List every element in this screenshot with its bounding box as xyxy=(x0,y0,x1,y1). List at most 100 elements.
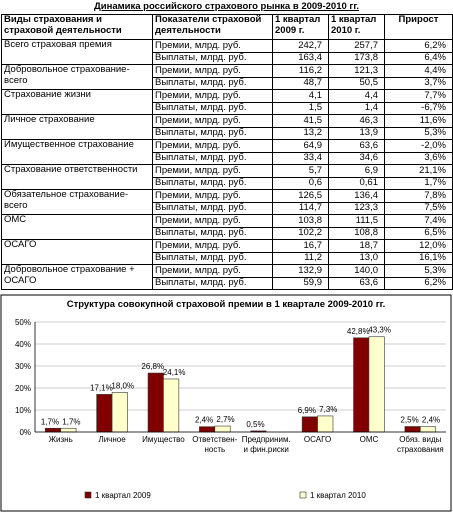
value-cell: 6,5% xyxy=(384,226,453,240)
value-label: 26,8% xyxy=(141,362,164,371)
header-cell: Показатели страховой деятельности xyxy=(152,14,273,40)
table-row: ОМС Премии, млрд. руб. 103,8 111,5 7,4% xyxy=(1,214,453,240)
category-cell: ОСАГО xyxy=(1,239,153,265)
value-cell: 34,6 xyxy=(328,151,385,165)
indicator-cell: Премии, млрд. руб. xyxy=(152,214,273,228)
value-cell: 103,8 xyxy=(272,214,329,228)
value-label: 2,4% xyxy=(195,416,213,425)
indicator-cell: Премии, млрд. руб. xyxy=(152,64,273,78)
value-cell: 7,4% xyxy=(384,214,453,228)
table-row: Выплаты, млрд. руб. 163,4 173,8 6,4% xyxy=(2,51,453,65)
table-row: Всего страховая премия Премии, млрд. руб.… xyxy=(1,39,453,65)
value-cell: 6,2% xyxy=(384,276,453,290)
table-row: Выплаты, млрд. руб. 11,2 13,0 16,1% xyxy=(2,251,453,265)
y-tick-label: 20% xyxy=(15,384,31,393)
category-cell: Добровольное страхование + ОСАГО xyxy=(1,264,153,290)
value-label: 1,7% xyxy=(62,417,80,426)
value-cell: 13,0 xyxy=(328,251,385,265)
value-label: 43,3% xyxy=(368,326,391,335)
y-tick-label: 0% xyxy=(19,428,31,437)
x-tick-label: ОСАГО xyxy=(304,435,331,444)
value-cell: 16,7 xyxy=(272,239,329,253)
indicator-cell: Премии, млрд. руб. xyxy=(152,164,273,178)
y-tick-label: 50% xyxy=(15,318,31,327)
table-row: Выплаты, млрд. руб. 1,5 1,4 -6,7% xyxy=(2,101,453,115)
indicator-cell: Выплаты, млрд. руб. xyxy=(152,226,273,240)
table-row: Выплаты, млрд. руб. 102,2 108,8 6,5% xyxy=(2,226,453,240)
header-cell: Прирост xyxy=(384,14,453,40)
value-label: 18,0% xyxy=(111,381,134,390)
value-cell: 242,7 xyxy=(272,39,329,53)
value-label: 2,7% xyxy=(216,415,234,424)
table-row: ОСАГО Премии, млрд. руб. 16,7 18,7 12,0% xyxy=(1,239,453,265)
category-cell: Имущественное страхование xyxy=(1,139,153,165)
indicator-cell: Премии, млрд. руб. xyxy=(152,264,273,278)
value-cell: 16,1% xyxy=(384,251,453,265)
bar xyxy=(44,427,61,433)
value-cell: 114,7 xyxy=(272,201,329,215)
y-tick-label: 30% xyxy=(15,362,31,371)
value-cell: 5,3% xyxy=(384,126,453,140)
x-tick-label: Личное xyxy=(98,435,126,444)
value-cell: 63,6 xyxy=(328,276,385,290)
x-tick-label: Ответствен-ность xyxy=(192,435,237,454)
bar xyxy=(96,394,113,433)
value-cell: 7,8% xyxy=(384,189,453,203)
category-cell: Личное страхование xyxy=(1,114,153,140)
indicator-cell: Выплаты, млрд. руб. xyxy=(152,201,273,215)
value-cell: 1,7% xyxy=(384,176,453,190)
indicator-cell: Премии, млрд. руб. xyxy=(152,189,273,203)
value-cell: 1,5 xyxy=(272,101,329,115)
table-row: Добровольное страхование + ОСАГО Премии, … xyxy=(1,264,453,290)
table-row: Страхование ответственности Премии, млрд.… xyxy=(1,164,453,190)
value-cell: 33,4 xyxy=(272,151,329,165)
value-cell: 7,5% xyxy=(384,201,453,215)
value-cell: 173,8 xyxy=(328,51,385,65)
value-cell: 136,4 xyxy=(328,189,385,203)
value-cell: 123,3 xyxy=(328,201,385,215)
table: Виды страхования и страховой деятельност… xyxy=(1,14,453,290)
value-cell: 41,5 xyxy=(272,114,329,128)
bar xyxy=(111,392,128,433)
indicator-cell: Премии, млрд. руб. xyxy=(152,114,273,128)
indicator-cell: Выплаты, млрд. руб. xyxy=(152,251,273,265)
table-row: Добровольное страхование-всего Премии, мл… xyxy=(1,64,453,90)
value-cell: 46,3 xyxy=(328,114,385,128)
value-cell: 0,61 xyxy=(328,176,385,190)
value-cell: 64,9 xyxy=(272,139,329,153)
legend-swatch xyxy=(299,491,307,499)
y-tick-label: 10% xyxy=(15,406,31,415)
y-tick-label: 40% xyxy=(15,340,31,349)
bar xyxy=(214,425,231,433)
value-cell: 11,6% xyxy=(384,114,453,128)
value-cell: 3,6% xyxy=(384,151,453,165)
value-cell: 6,9 xyxy=(328,164,385,178)
table-title: Динамика российского страхового рынка в … xyxy=(93,1,360,12)
table-row: Страхование жизни Премии, млрд. руб. 4,1 4,… xyxy=(1,89,453,115)
category-cell: Страхование ответственности xyxy=(1,164,153,190)
category-cell: Всего страховая премия xyxy=(1,39,153,65)
value-cell: 18,7 xyxy=(328,239,385,253)
value-cell: 116,2 xyxy=(272,64,329,78)
indicator-cell: Выплаты, млрд. руб. xyxy=(152,276,273,290)
indicator-cell: Премии, млрд. руб. xyxy=(152,39,273,53)
bar xyxy=(420,426,437,433)
category-cell: ОМС xyxy=(1,214,153,240)
bar xyxy=(301,416,318,433)
indicator-cell: Выплаты, млрд. руб. xyxy=(152,176,273,190)
indicator-cell: Премии, млрд. руб. xyxy=(152,89,273,103)
indicator-cell: Выплаты, млрд. руб. xyxy=(152,76,273,90)
indicator-cell: Выплаты, млрд. руб. xyxy=(152,51,273,65)
value-cell: 140,0 xyxy=(328,264,385,278)
bar xyxy=(147,372,164,433)
category-cell: Добровольное страхование-всего xyxy=(1,64,153,90)
table-row: Выплаты, млрд. руб. 33,4 34,6 3,6% xyxy=(2,151,453,165)
value-cell: 102,2 xyxy=(272,226,329,240)
value-cell: 13,2 xyxy=(272,126,329,140)
indicator-cell: Выплаты, млрд. руб. xyxy=(152,101,273,115)
indicator-cell: Выплаты, млрд. руб. xyxy=(152,151,273,165)
indicator-cell: Выплаты, млрд. руб. xyxy=(152,126,273,140)
value-cell: 5,3% xyxy=(384,264,453,278)
value-cell: 12,0% xyxy=(384,239,453,253)
bar xyxy=(60,427,77,433)
